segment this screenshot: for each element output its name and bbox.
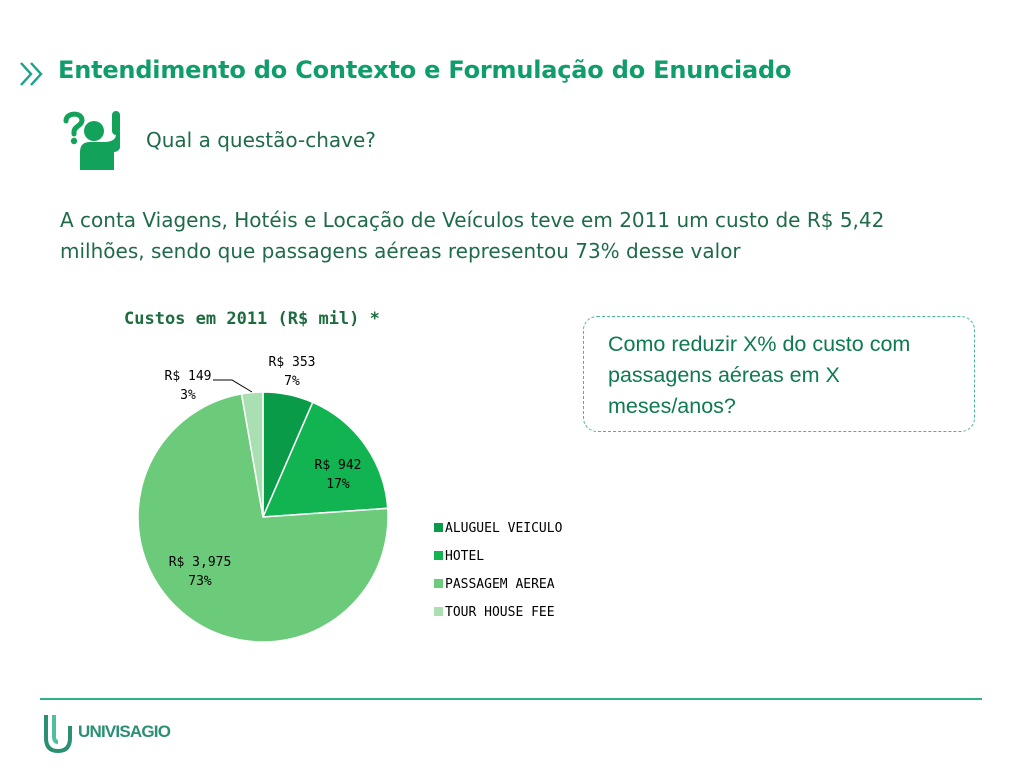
logo-wordmark: UNIVISAGIO (78, 722, 171, 741)
pie-slice-tour-house-fee (240, 391, 264, 518)
univisagio-logo: UNIVISAGIO (42, 712, 202, 756)
data-label: R$ 3,975 73% (169, 555, 232, 589)
legend-label: PASSAGEM AEREA (445, 577, 555, 592)
data-label: R$ 149 3% (165, 369, 212, 403)
question-label: Qual a questão-chave? (146, 128, 376, 152)
legend-label: TOUR HOUSE FEE (445, 605, 555, 620)
double-chevron-right-icon (20, 62, 43, 86)
univisagio-logo-mark-icon (44, 715, 72, 754)
cost-pie-chart: Custos em 2011 (R$ mil) * R$ 353 7% R$ 942… (124, 309, 563, 643)
callout-question: Como reduzir X% do custo com passagens a… (608, 332, 911, 418)
pie-slice-hotel (261, 401, 389, 518)
data-label: R$ 942 17% (315, 458, 362, 492)
chart-title: Custos em 2011 (R$ mil) * (124, 309, 380, 329)
callout-box: Como reduzir X% do custo com passagens a… (583, 316, 975, 432)
legend-swatch (434, 579, 443, 588)
leader-line (213, 379, 253, 393)
legend-swatch (434, 607, 443, 616)
legend-swatch (434, 551, 443, 560)
question-person-icon (63, 111, 120, 170)
legend-swatch (434, 523, 443, 532)
slide-title: Entendimento do Contexto e Formulação do… (58, 56, 792, 84)
data-label: R$ 353 7% (269, 355, 316, 389)
context-paragraph: A conta Viagens, Hotéis e Locação de Veí… (60, 208, 885, 263)
footer-divider (40, 698, 982, 700)
legend-label: ALUGUEL VEICULO (445, 521, 563, 536)
legend-label: HOTEL (445, 549, 484, 564)
pie-slice-passagem-aerea (137, 392, 389, 643)
